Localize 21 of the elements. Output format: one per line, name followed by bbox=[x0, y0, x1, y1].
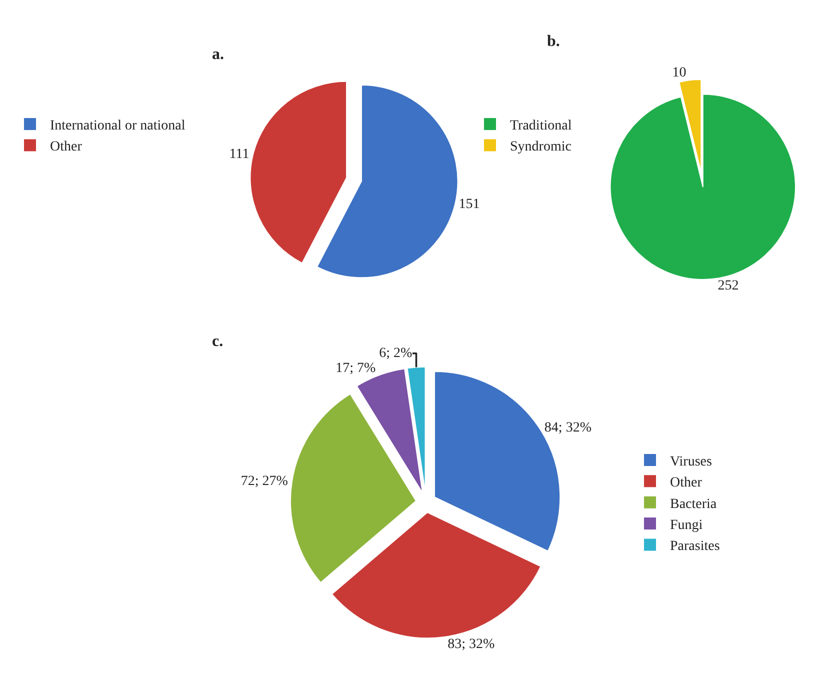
legend-label: Viruses bbox=[670, 454, 712, 470]
legend-label: International or national bbox=[50, 118, 186, 134]
data-label: 83; 32% bbox=[448, 636, 495, 652]
legend-label: Parasites bbox=[670, 539, 720, 554]
data-label: 84; 32% bbox=[544, 420, 592, 436]
chart-title: b. bbox=[547, 33, 560, 50]
data-label: 72; 27% bbox=[240, 474, 288, 489]
data-label: 252 bbox=[718, 278, 739, 294]
legend-label: Fungi bbox=[670, 518, 703, 534]
chart-title: c. bbox=[212, 333, 224, 350]
data-label: 17; 7% bbox=[336, 360, 376, 376]
data-label: 151 bbox=[458, 197, 480, 212]
legend-label: Syndromic bbox=[510, 140, 572, 155]
legend-label: Other bbox=[50, 140, 82, 155]
legend-label: Other bbox=[670, 476, 702, 491]
chart-title: a. bbox=[212, 46, 224, 63]
data-label: 6; 2% bbox=[379, 346, 412, 361]
legend-label: Traditional bbox=[510, 118, 572, 134]
legend-label: Bacteria bbox=[670, 496, 718, 512]
data-label: 111 bbox=[229, 146, 250, 162]
data-label: 10 bbox=[672, 65, 686, 80]
